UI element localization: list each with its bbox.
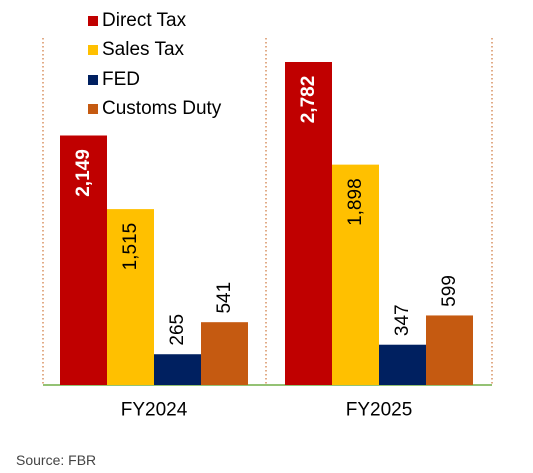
bar-sales-tax-fy2024: [107, 209, 154, 385]
bar-fed-fy2024: [154, 354, 201, 385]
bar-customs-duty-fy2025: [426, 315, 473, 385]
legend-swatch-sales-tax: [88, 45, 98, 56]
bar-direct-tax-fy2024: [60, 135, 107, 385]
bar-fed-fy2025: [379, 344, 426, 385]
data-label-sales-tax-fy2024: 1,515: [120, 223, 141, 271]
data-label-direct-tax-fy2024: 2,149: [73, 149, 94, 197]
legend-item-fed: FED: [88, 65, 221, 95]
legend-swatch-direct-tax: [88, 15, 98, 26]
legend-swatch-customs-duty: [88, 104, 98, 115]
bar-sales-tax-fy2025: [332, 164, 379, 385]
bar-customs-duty-fy2024: [201, 322, 248, 385]
legend-item-customs-duty: Customs Duty: [88, 95, 221, 125]
data-label-fed-fy2025: 347: [392, 304, 413, 336]
data-label-direct-tax-fy2025: 2,782: [298, 76, 319, 124]
chart-legend: Direct Tax Sales Tax FED Customs Duty: [88, 6, 221, 124]
category-label-fy2025: FY2025: [346, 400, 413, 421]
legend-label-sales-tax: Sales Tax: [102, 39, 185, 61]
legend-item-sales-tax: Sales Tax: [88, 36, 221, 66]
legend-label-customs-duty: Customs Duty: [102, 98, 222, 120]
legend-label-fed: FED: [102, 68, 140, 90]
legend-label-direct-tax: Direct Tax: [102, 9, 187, 31]
data-label-customs-duty-fy2024: 541: [214, 282, 235, 314]
bar-direct-tax-fy2025: [285, 62, 332, 385]
legend-swatch-fed: [88, 74, 98, 85]
source-note: Source: FBR: [16, 452, 97, 468]
legend-item-direct-tax: Direct Tax: [88, 6, 221, 36]
data-label-customs-duty-fy2025: 599: [439, 275, 460, 307]
data-label-fed-fy2024: 265: [167, 314, 188, 346]
category-label-fy2024: FY2024: [121, 400, 188, 421]
data-label-sales-tax-fy2025: 1,898: [345, 178, 366, 226]
bar-chart: 2,149 1,515 265 541 FY2024 2,782 1,898 347 599 FY…: [42, 38, 493, 421]
